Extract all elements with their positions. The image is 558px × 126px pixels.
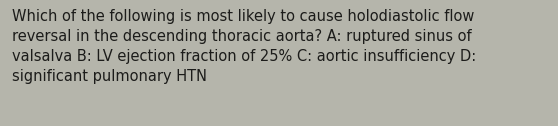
- Text: Which of the following is most likely to cause holodiastolic flow
reversal in th: Which of the following is most likely to…: [12, 9, 477, 84]
